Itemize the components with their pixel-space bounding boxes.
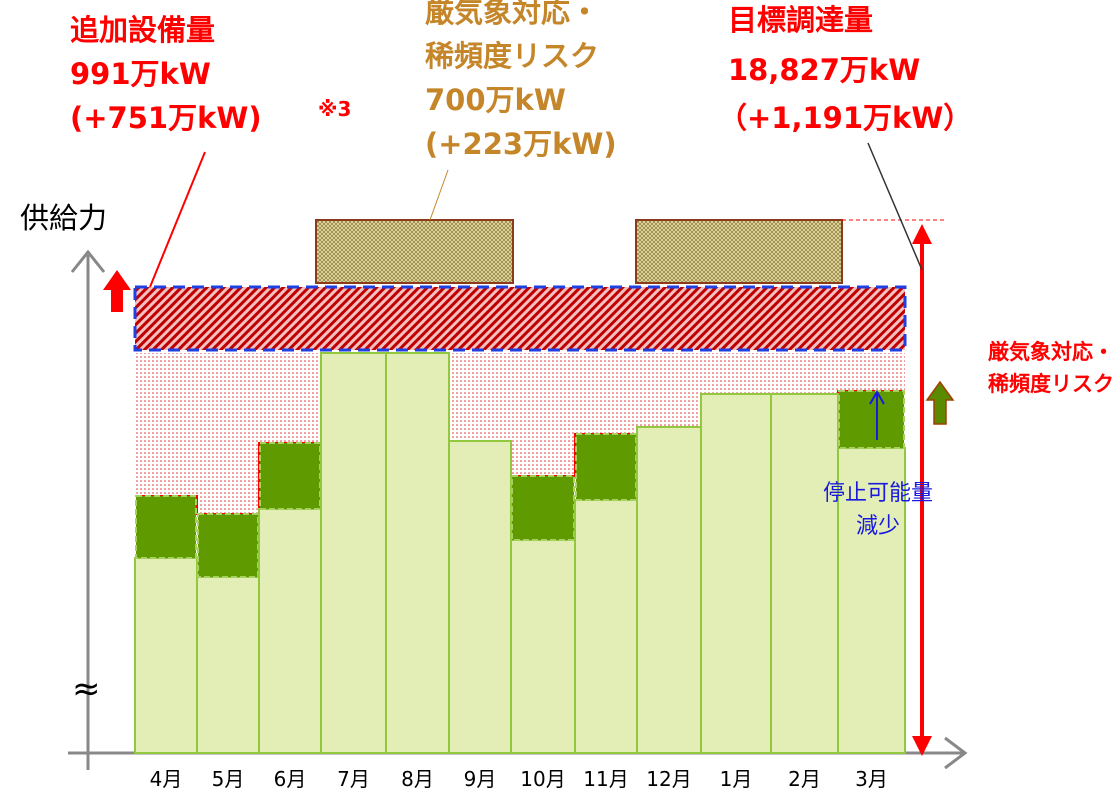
stoppable-block <box>197 513 259 578</box>
bar <box>636 426 702 754</box>
side-label: 稀頻度リスク <box>988 372 1114 396</box>
side-label: 厳気象対応・ <box>988 340 1114 364</box>
right-label: 18,827万kW <box>728 53 920 87</box>
reduction-label: 減少 <box>856 514 900 539</box>
stoppable-block <box>135 495 197 559</box>
bar <box>196 576 260 754</box>
up-arrow <box>925 380 955 425</box>
left-label: 991万kW <box>70 57 211 91</box>
y-arrow <box>70 249 106 273</box>
bar <box>700 393 772 754</box>
up-arrow <box>103 270 131 312</box>
bars <box>134 352 906 754</box>
left-note: ※3 <box>318 97 351 121</box>
stoppable-block <box>575 433 637 501</box>
right-label: 目標調達量 <box>728 3 873 37</box>
month-label: 12月 <box>646 767 691 791</box>
stoppable-block <box>511 475 575 541</box>
month-label: 5月 <box>212 767 245 791</box>
center-label: 700万kW <box>425 83 566 117</box>
center-label: 稀頻度リスク <box>425 39 599 73</box>
bar <box>134 557 198 754</box>
leader-line <box>867 142 923 271</box>
reduction-arrow-head <box>869 390 885 405</box>
month-label: 4月 <box>150 767 183 791</box>
bar <box>574 499 638 754</box>
break-mark: ≈ <box>72 669 101 709</box>
leader-line <box>149 151 206 288</box>
month-label: 9月 <box>464 767 497 791</box>
left-label: 追加設備量 <box>70 13 215 47</box>
hatched-area <box>133 285 907 352</box>
month-label: 3月 <box>855 767 888 791</box>
month-label: 11月 <box>583 767 628 791</box>
month-label: 10月 <box>520 767 565 791</box>
bar <box>837 447 906 754</box>
bar <box>448 440 512 754</box>
reduction-label: 停止可能量 <box>823 481 933 506</box>
left-label: (+751万kW) <box>70 101 262 135</box>
x-arrow <box>944 736 968 770</box>
risk-box <box>635 219 843 284</box>
bar <box>320 352 387 754</box>
bar <box>510 539 576 754</box>
month-label: 7月 <box>337 767 370 791</box>
stoppable-block <box>259 442 321 510</box>
month-label: 2月 <box>788 767 821 791</box>
month-label: 8月 <box>401 767 434 791</box>
leader-line <box>429 169 449 221</box>
bar <box>385 352 450 754</box>
bar <box>770 393 839 754</box>
month-label: 6月 <box>274 767 307 791</box>
bar <box>258 508 322 754</box>
right-label: （+1,191万kW） <box>718 101 972 135</box>
risk-box <box>315 219 514 284</box>
month-label: 1月 <box>720 767 753 791</box>
y-axis-label: 供給力 <box>20 201 107 235</box>
center-label: (+223万kW) <box>425 127 617 161</box>
center-label: 厳気象対応・ <box>425 0 599 29</box>
